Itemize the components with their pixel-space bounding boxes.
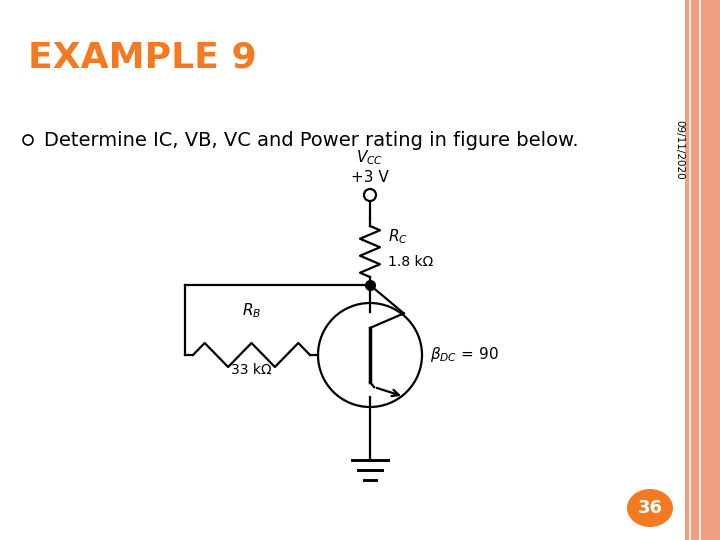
Text: 09/11/2020: 09/11/2020 xyxy=(674,120,684,180)
Text: $R_B$: $R_B$ xyxy=(242,301,261,320)
Text: $\beta_{DC}$ = 90: $\beta_{DC}$ = 90 xyxy=(430,346,499,365)
Ellipse shape xyxy=(627,489,673,527)
Bar xyxy=(685,0,720,540)
Text: $R_C$: $R_C$ xyxy=(388,227,408,246)
Text: +3 V: +3 V xyxy=(351,170,389,185)
Text: 1.8 kΩ: 1.8 kΩ xyxy=(388,254,433,268)
Text: $V_{CC}$: $V_{CC}$ xyxy=(356,148,384,167)
Text: 36: 36 xyxy=(637,499,662,517)
Text: 33 kΩ: 33 kΩ xyxy=(231,363,272,377)
Text: EXAMPLE 9: EXAMPLE 9 xyxy=(28,40,257,74)
Text: Determine IC, VB, VC and Power rating in figure below.: Determine IC, VB, VC and Power rating in… xyxy=(44,131,579,150)
